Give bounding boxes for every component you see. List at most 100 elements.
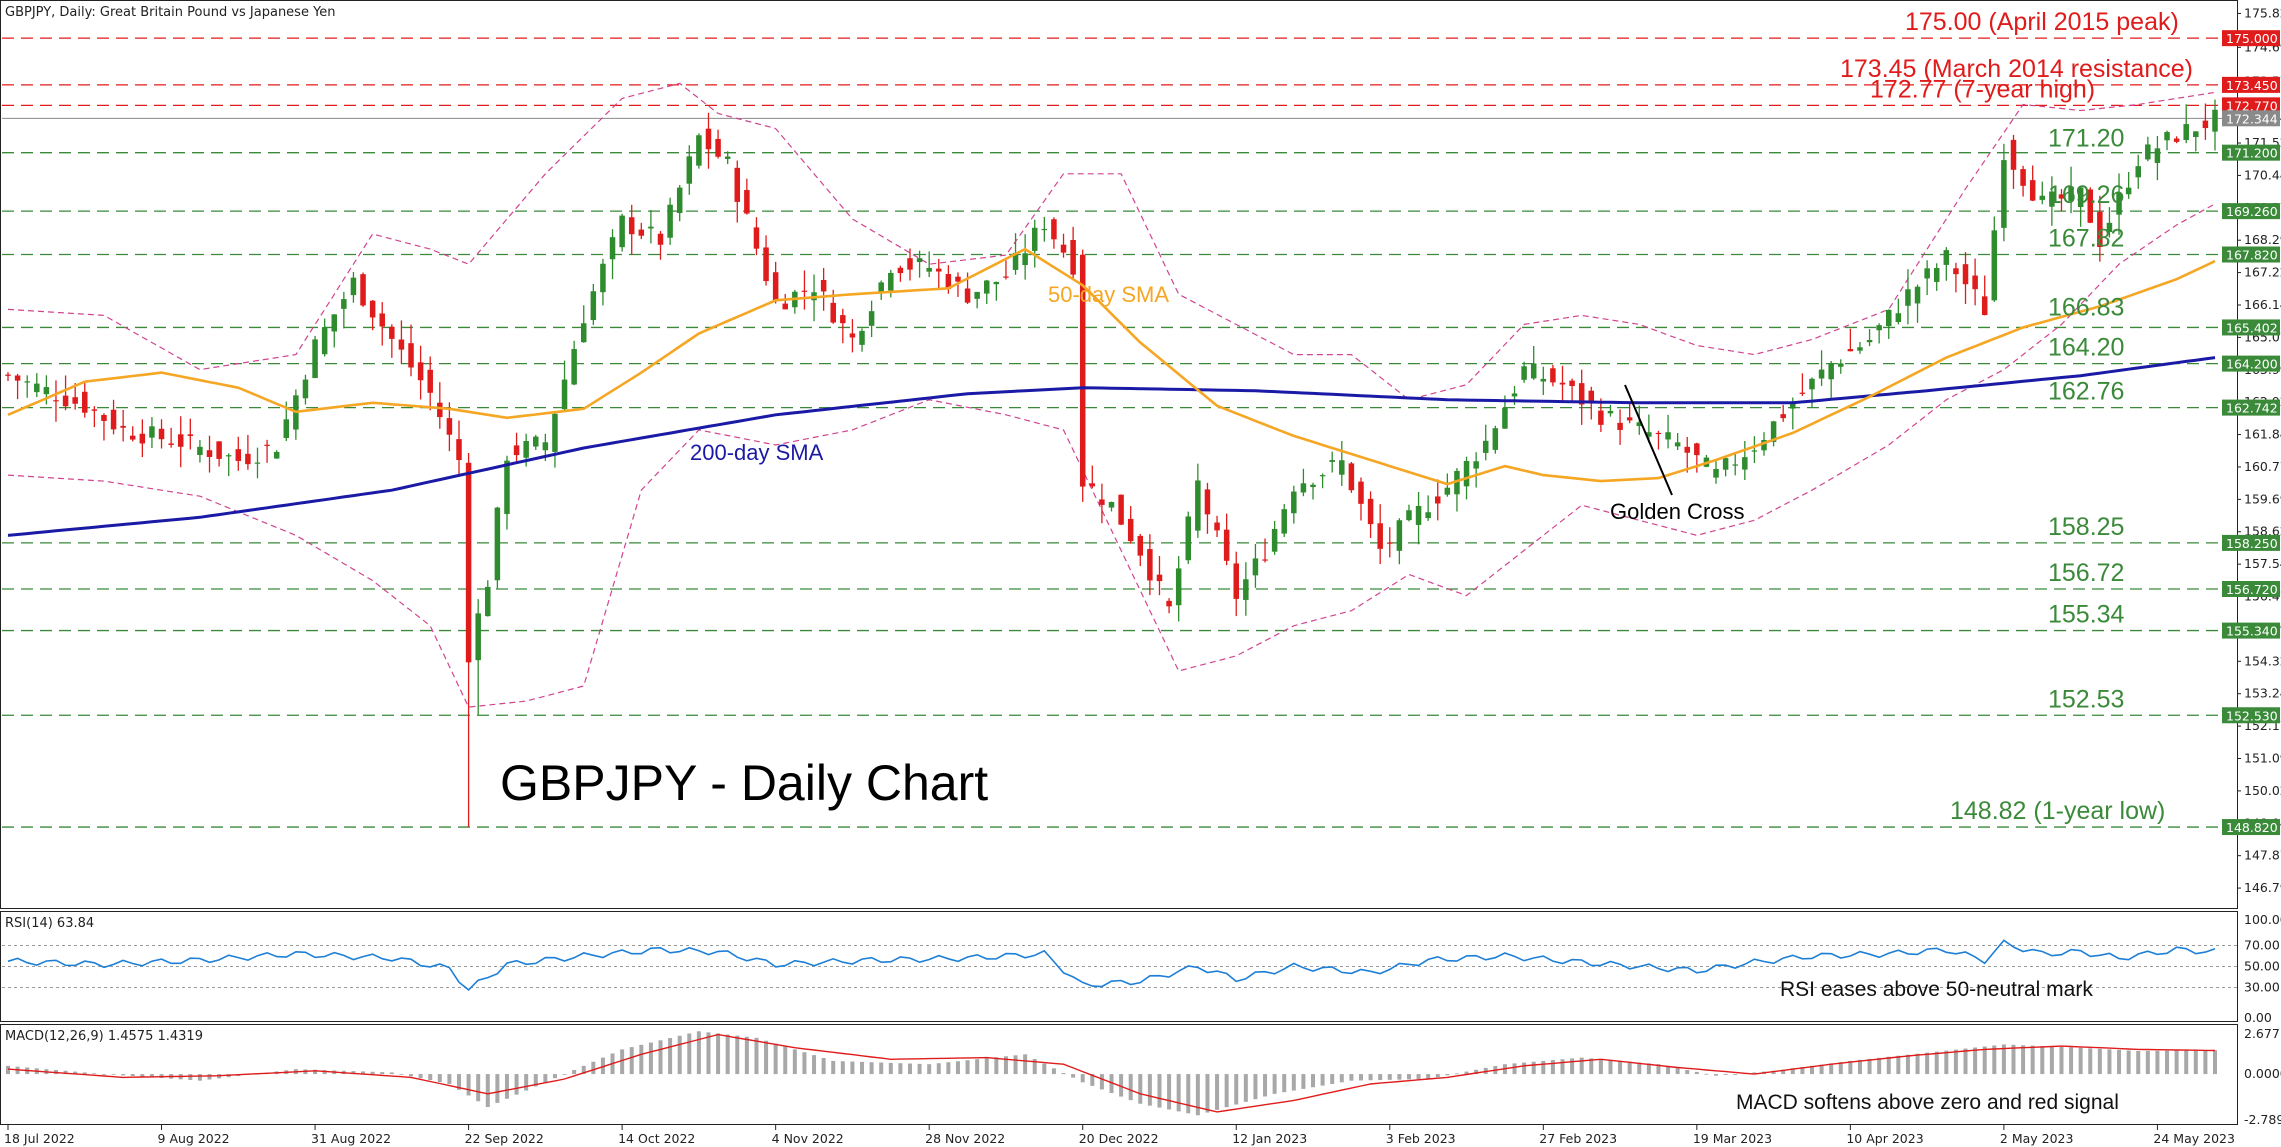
- macd-histogram-bar: [1809, 1065, 1814, 1075]
- price-tick-label: 167.220: [2244, 265, 2281, 280]
- price-panel: [0, 0, 2238, 909]
- price-tag-text: 156.720: [2226, 582, 2278, 597]
- candle-body: [72, 397, 78, 404]
- macd-histogram-bar: [1838, 1062, 1843, 1075]
- macd-histogram-bar: [1445, 1074, 1450, 1076]
- macd-histogram-bar: [2040, 1046, 2045, 1075]
- candle-body: [849, 333, 856, 338]
- macd-histogram-bar: [1771, 1070, 1776, 1075]
- symbol-description: GBPJPY, Daily: Great Britain Pound vs Ja…: [5, 5, 336, 20]
- macd-histogram-bar: [543, 1074, 548, 1083]
- macd-histogram-bar: [1330, 1074, 1335, 1084]
- candle-body: [859, 330, 865, 345]
- level-label: 173.45 (March 2014 resistance): [1840, 55, 2193, 83]
- macd-histogram-bar: [802, 1052, 807, 1075]
- macd-histogram-bar: [2088, 1048, 2093, 1075]
- macd-histogram-bar: [1301, 1074, 1306, 1089]
- macd-histogram-bar: [2078, 1047, 2083, 1075]
- candle-body: [1559, 382, 1566, 385]
- candle-body: [1636, 422, 1643, 427]
- candle-body: [1482, 440, 1489, 453]
- candle-body: [705, 128, 712, 150]
- candle-body: [2173, 138, 2180, 142]
- macd-histogram-bar: [725, 1034, 730, 1075]
- candle-body: [254, 462, 261, 464]
- macd-histogram-bar: [1723, 1074, 1728, 1075]
- candle-body: [1617, 422, 1623, 430]
- candle-body: [1329, 460, 1335, 462]
- candle-body: [1041, 228, 1048, 231]
- candle-body: [984, 280, 990, 294]
- candle-body: [513, 445, 520, 456]
- candle-body: [1012, 252, 1019, 270]
- date-label: 28 Nov 2022: [925, 1131, 1005, 1146]
- macd-histogram-bar: [821, 1058, 826, 1075]
- macd-histogram-bar: [668, 1038, 673, 1075]
- macd-histogram-bar: [1234, 1074, 1239, 1105]
- level-label: 148.82 (1-year low): [1950, 797, 2165, 825]
- macd-histogram-bar: [1272, 1074, 1277, 1094]
- candle-body: [2202, 120, 2209, 129]
- macd-histogram-bar: [1157, 1074, 1162, 1108]
- bollinger-lower: [7, 203, 2216, 708]
- candle-body: [398, 339, 405, 350]
- date-label: 27 Feb 2023: [1539, 1131, 1617, 1146]
- candle-body: [2020, 169, 2026, 186]
- candle-body: [465, 462, 472, 663]
- macd-histogram-bar: [351, 1071, 356, 1075]
- macd-histogram-bar: [2136, 1051, 2141, 1075]
- candle-body: [91, 409, 98, 411]
- candle-body: [533, 436, 539, 447]
- candle-body: [1492, 428, 1499, 450]
- date-label: 18 Jul 2022: [4, 1131, 75, 1146]
- candle-body: [1310, 484, 1316, 488]
- candle-body: [1838, 363, 1844, 367]
- candle-body: [974, 291, 980, 299]
- candle-body: [62, 395, 69, 407]
- level-label: 156.72: [2048, 559, 2124, 587]
- level-label: 164.20: [2048, 334, 2124, 362]
- candle-body: [926, 267, 932, 272]
- macd-histogram-bar: [2021, 1045, 2026, 1075]
- candle-body: [2029, 180, 2036, 201]
- macd-histogram-bar: [149, 1074, 154, 1078]
- macd-histogram-bar: [399, 1074, 404, 1075]
- macd-histogram-bar: [783, 1046, 788, 1075]
- candle-body: [868, 311, 875, 326]
- candle-body: [609, 237, 616, 260]
- macd-histogram-bar: [73, 1071, 78, 1075]
- macd-histogram-bar: [418, 1074, 423, 1079]
- macd-histogram-bar: [2165, 1050, 2170, 1075]
- macd-histogram-bar: [197, 1074, 202, 1081]
- macd-histogram-bar: [1627, 1061, 1632, 1075]
- candle-body: [628, 217, 635, 235]
- candle-body: [1521, 366, 1527, 380]
- price-tick-label: 168.295: [2244, 232, 2281, 247]
- candle-body: [1953, 268, 1959, 275]
- macd-histogram-bar: [6, 1065, 10, 1075]
- level-label: 166.83: [2048, 293, 2124, 321]
- candle-body: [955, 276, 961, 282]
- level-lines: [2, 37, 2237, 828]
- macd-histogram-bar: [1119, 1074, 1124, 1097]
- price-tag-box: [2222, 246, 2280, 263]
- price-tick-label: 170.445: [2244, 167, 2281, 182]
- candle-body: [1742, 457, 1748, 470]
- macd-histogram-bar: [1195, 1074, 1200, 1116]
- price-tick-label: 157.545: [2244, 556, 2281, 571]
- macd-histogram-bar: [1541, 1060, 1546, 1075]
- macd-histogram-bar: [1579, 1057, 1584, 1075]
- candle-body: [2087, 189, 2094, 223]
- candle-body: [561, 379, 568, 410]
- macd-histogram-bar: [370, 1071, 375, 1075]
- macd-histogram-bar: [2174, 1050, 2179, 1075]
- level-label: 171.20: [2048, 125, 2124, 153]
- macd-histogram-bar: [409, 1074, 414, 1077]
- macd-histogram-bar: [946, 1062, 951, 1075]
- candle-body: [1358, 481, 1364, 504]
- macd-histogram-bar: [1435, 1074, 1440, 1078]
- candle-body: [542, 442, 549, 451]
- price-tag-box: [2222, 76, 2280, 93]
- macd-histogram-bar: [1416, 1074, 1421, 1080]
